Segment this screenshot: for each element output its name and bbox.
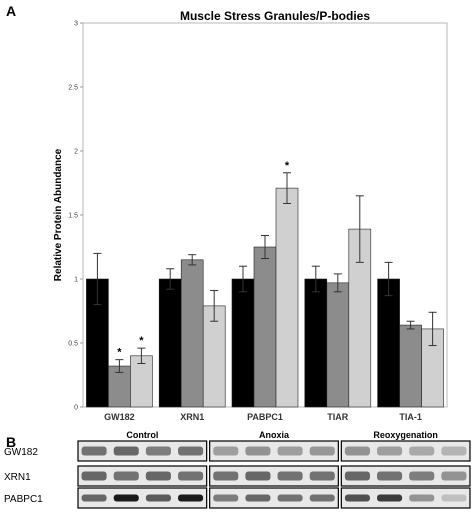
condition-label: Anoxia xyxy=(259,430,290,440)
blot-band xyxy=(113,494,139,502)
blot-band xyxy=(277,446,303,456)
y-tick-label: 3 xyxy=(74,21,78,28)
blot-lane-box xyxy=(340,465,471,487)
error-bars xyxy=(93,172,437,373)
category-label: TIA-1 xyxy=(399,412,422,422)
bar xyxy=(399,324,422,408)
panel-a-label: A xyxy=(6,3,16,19)
blot-band xyxy=(344,494,370,502)
blot-band xyxy=(145,446,171,456)
blot-lane-box xyxy=(209,440,339,462)
bar xyxy=(158,278,182,408)
blot-band xyxy=(213,446,239,456)
category-label: PABPC1 xyxy=(247,412,283,422)
bar xyxy=(304,278,328,408)
blot-band xyxy=(309,494,335,502)
blot-band xyxy=(309,471,335,481)
category-label: GW182 xyxy=(104,412,135,422)
blot-band xyxy=(178,446,204,456)
condition-label: Reoxygenation xyxy=(373,430,438,440)
blot-band xyxy=(409,446,435,456)
bar xyxy=(231,278,255,408)
protein-label: XRN1 xyxy=(4,472,31,483)
bar xyxy=(326,282,350,408)
chart-title: Muscle Stress Granules/P-bodies xyxy=(180,9,370,23)
blot-band xyxy=(277,471,303,481)
protein-label: PABPC1 xyxy=(4,494,43,505)
blot-band xyxy=(145,494,171,502)
significance-marks: * * * xyxy=(117,160,290,359)
blot-lane-box xyxy=(77,440,208,462)
blot-band xyxy=(178,494,204,502)
blot-lane-box xyxy=(340,487,471,509)
blot-band xyxy=(277,494,303,502)
blot-lane-box xyxy=(209,487,339,509)
blot-band xyxy=(145,471,171,481)
blot-lane-box xyxy=(209,465,339,487)
significance-star: * xyxy=(117,347,122,359)
bar xyxy=(253,246,277,408)
blot-band xyxy=(245,471,271,481)
blot-band xyxy=(377,446,403,456)
bar xyxy=(275,187,299,408)
y-tick-label: 0.5 xyxy=(68,341,78,348)
protein-label: GW182 xyxy=(4,447,38,458)
blot-band xyxy=(441,471,467,481)
blot-lane-box xyxy=(340,440,471,462)
blot-band xyxy=(409,494,435,502)
bar xyxy=(377,278,400,408)
category-label: TIAR xyxy=(327,412,348,422)
blot-band xyxy=(178,471,204,481)
blot-band xyxy=(81,471,107,481)
blot-band xyxy=(81,494,107,502)
blot-band xyxy=(441,446,467,456)
blot-band xyxy=(344,446,370,456)
panel-b-label: B xyxy=(6,434,16,450)
blot-band xyxy=(213,471,239,481)
blot-band xyxy=(377,494,403,502)
blot-band xyxy=(377,471,403,481)
bar-series xyxy=(86,187,444,408)
blot-band xyxy=(213,494,239,502)
blot-lane-box xyxy=(77,487,208,509)
y-tick-label: 2 xyxy=(74,149,78,156)
western-blot: Control Anoxia Reoxygenation GW182 XRN1 PABPC… xyxy=(4,430,471,509)
blot-band xyxy=(344,471,370,481)
y-tick-label: 1.5 xyxy=(68,213,78,220)
y-axis-label: Relative Protein Abundance xyxy=(53,148,64,281)
y-tick-label: 0 xyxy=(74,405,78,412)
x-axis-categories: GW182 XRN1 PABPC1 TIAR TIA-1 xyxy=(104,412,422,422)
blot-lane-box xyxy=(77,465,208,487)
blot-band xyxy=(113,446,139,456)
blot-band xyxy=(113,471,139,481)
blot-band xyxy=(245,494,271,502)
bar xyxy=(180,259,204,408)
blot-band xyxy=(245,446,271,456)
significance-star: * xyxy=(285,160,290,172)
significance-star: * xyxy=(139,335,144,347)
category-label: XRN1 xyxy=(180,412,204,422)
y-tick-label: 1 xyxy=(74,277,78,284)
y-tick-label: 2.5 xyxy=(68,85,78,92)
blot-band xyxy=(409,471,435,481)
blot-band xyxy=(309,446,335,456)
blot-band xyxy=(441,494,467,502)
y-axis-ticks: 0 0.5 1 1.5 2 2.5 3 xyxy=(68,21,83,412)
condition-label: Control xyxy=(126,430,158,440)
bar-chart: 0 0.5 1 1.5 2 2.5 3 * * * GW182 XRN1 PABPC1 TIAR TIA… xyxy=(68,21,448,422)
blot-band xyxy=(81,446,107,456)
